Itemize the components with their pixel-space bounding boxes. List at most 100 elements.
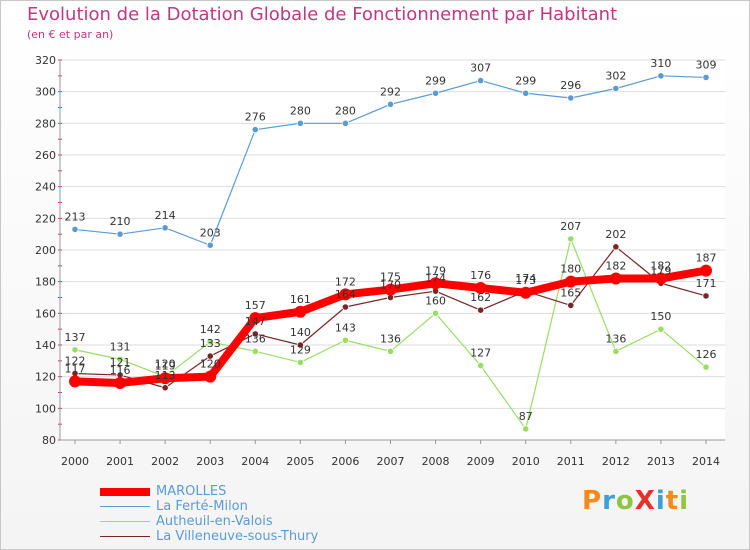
data-point bbox=[567, 94, 575, 102]
data-point bbox=[114, 377, 127, 389]
x-tick-label: 2004 bbox=[241, 455, 269, 468]
data-label: 276 bbox=[245, 111, 266, 124]
data-point bbox=[116, 230, 124, 238]
logo-letter: P bbox=[582, 486, 603, 516]
data-label: 187 bbox=[696, 252, 717, 265]
x-tick-label: 2002 bbox=[151, 455, 179, 468]
data-label: 121 bbox=[110, 356, 131, 369]
data-label: 129 bbox=[290, 343, 311, 356]
data-label: 280 bbox=[290, 104, 311, 117]
data-label: 309 bbox=[696, 58, 717, 71]
data-label: 302 bbox=[605, 70, 626, 83]
data-point bbox=[564, 275, 577, 288]
data-point bbox=[429, 277, 442, 290]
x-tick-label: 2010 bbox=[512, 455, 540, 468]
legend-label-marolles: MAROLLES bbox=[156, 484, 227, 499]
x-tick-label: 2008 bbox=[422, 455, 450, 468]
data-point bbox=[522, 89, 530, 97]
data-label: 140 bbox=[290, 326, 311, 339]
legend-swatch-la-villeneuve-sous-thury bbox=[100, 536, 150, 537]
data-label: 179 bbox=[650, 264, 671, 277]
data-label: 160 bbox=[425, 294, 446, 307]
x-tick-label: 2012 bbox=[602, 455, 630, 468]
data-label: 292 bbox=[380, 85, 401, 98]
data-label: 173 bbox=[515, 274, 536, 287]
data-point bbox=[339, 288, 352, 301]
data-point bbox=[159, 372, 172, 385]
data-label: 203 bbox=[200, 226, 221, 239]
data-point bbox=[69, 375, 81, 388]
data-point bbox=[206, 338, 214, 346]
data-label: 162 bbox=[470, 291, 491, 304]
data-point bbox=[612, 243, 620, 251]
y-tick-label: 240 bbox=[35, 181, 56, 194]
data-label: 182 bbox=[650, 260, 671, 273]
data-label: 117 bbox=[65, 362, 86, 375]
data-point bbox=[294, 305, 307, 318]
data-point bbox=[296, 341, 304, 349]
data-label: 142 bbox=[200, 323, 221, 336]
data-point bbox=[702, 363, 710, 371]
data-point bbox=[609, 272, 622, 285]
data-label: 147 bbox=[245, 315, 266, 328]
data-point bbox=[71, 346, 79, 354]
y-tick-label: 300 bbox=[35, 86, 56, 99]
data-label: 170 bbox=[380, 279, 401, 292]
data-label: 307 bbox=[470, 62, 491, 75]
logo-letter: o bbox=[615, 486, 635, 516]
data-point bbox=[654, 272, 667, 285]
data-point bbox=[477, 76, 485, 85]
data-label: 120 bbox=[200, 358, 221, 371]
y-tick-label: 100 bbox=[35, 402, 56, 415]
logo-letter: X bbox=[634, 486, 656, 516]
data-point bbox=[296, 358, 304, 367]
data-label: 176 bbox=[470, 269, 491, 282]
x-tick-label: 2011 bbox=[557, 455, 585, 468]
legend-label-la-villeneuve-sous-thury: La Villeneuve-sous-Thury bbox=[156, 529, 319, 544]
data-point bbox=[474, 282, 487, 294]
x-tick-label: 2003 bbox=[196, 455, 224, 468]
data-label: 207 bbox=[560, 220, 581, 233]
data-label: 174 bbox=[515, 272, 536, 285]
logo-letter: r bbox=[602, 486, 616, 516]
data-label: 202 bbox=[605, 228, 626, 241]
y-tick-label: 140 bbox=[35, 339, 56, 352]
data-label: 150 bbox=[650, 310, 671, 323]
data-point bbox=[341, 336, 350, 344]
data-point bbox=[522, 425, 530, 433]
x-tick-label: 2009 bbox=[467, 455, 495, 468]
data-point bbox=[431, 89, 440, 97]
data-label: 171 bbox=[696, 277, 717, 290]
data-point bbox=[657, 72, 665, 80]
data-point bbox=[341, 303, 350, 311]
data-point bbox=[612, 347, 620, 355]
data-label: 299 bbox=[425, 74, 446, 87]
data-label: 280 bbox=[335, 104, 356, 117]
data-point bbox=[567, 235, 575, 243]
x-tick-label: 2007 bbox=[377, 455, 405, 468]
x-tick-label: 2013 bbox=[647, 455, 675, 468]
data-point bbox=[341, 119, 350, 127]
data-point bbox=[251, 347, 259, 355]
data-point bbox=[296, 119, 304, 127]
data-point bbox=[71, 225, 79, 234]
y-tick-label: 200 bbox=[35, 244, 56, 257]
x-tick-label: 2001 bbox=[106, 455, 134, 468]
legend-swatch-la-ferte-milon bbox=[100, 506, 150, 507]
data-label: 116 bbox=[110, 364, 131, 377]
data-point bbox=[206, 241, 214, 249]
logo-letter: t bbox=[665, 486, 680, 516]
data-point bbox=[161, 384, 169, 392]
y-tick-label: 80 bbox=[42, 434, 56, 447]
data-point bbox=[519, 286, 532, 299]
data-point bbox=[477, 306, 485, 314]
data-point bbox=[251, 126, 259, 134]
data-label: 120 bbox=[155, 358, 176, 371]
data-label: 172 bbox=[335, 275, 356, 288]
data-point bbox=[161, 224, 169, 232]
legend-label-autheuil-en-valois: Autheuil-en-Valois bbox=[156, 514, 273, 529]
data-point bbox=[657, 325, 665, 333]
data-point bbox=[431, 309, 440, 317]
data-label: 122 bbox=[65, 355, 86, 368]
data-label: 310 bbox=[650, 57, 671, 70]
